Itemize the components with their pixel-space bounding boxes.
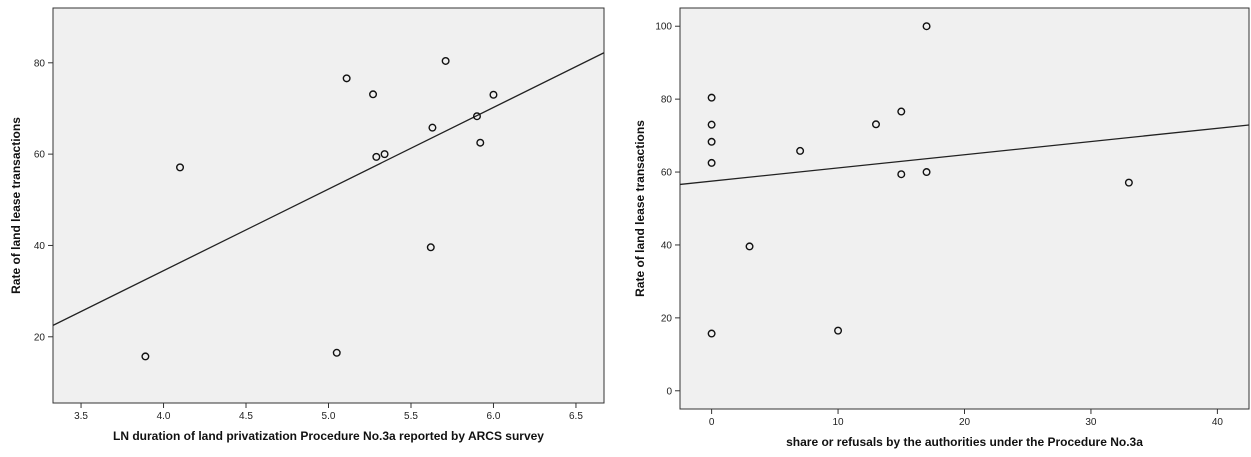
right-scatter-chart: 0 20 40 60 80 100 0 10 20 30 40 share or refusals b… xyxy=(628,0,1251,457)
y-axis-title: Rate of land lease transactions xyxy=(633,120,647,297)
left-chart-svg: 20 40 60 80 3.5 4.0 4.5 5.0 5.5 6.0 6.5 LN duration… xyxy=(9,7,605,443)
y-tick-label: 60 xyxy=(34,150,46,161)
data-point xyxy=(372,152,381,161)
y-tick-label: 60 xyxy=(661,168,673,179)
data-point xyxy=(922,22,931,31)
y-tick-label: 40 xyxy=(661,240,673,251)
data-point xyxy=(369,90,378,99)
plot-area xyxy=(679,7,1250,410)
y-tick-label: 80 xyxy=(34,58,46,69)
data-point xyxy=(707,120,716,129)
x-tick-label: 40 xyxy=(1212,417,1224,428)
data-point xyxy=(489,90,498,99)
x-axis-title: share or refusals by the authorities und… xyxy=(786,435,1143,449)
data-point xyxy=(922,168,931,177)
data-point xyxy=(707,137,716,146)
right-chart-svg: 0 20 40 60 80 100 0 10 20 30 40 share or refusals b… xyxy=(633,7,1250,449)
data-point xyxy=(476,138,485,147)
plot-area xyxy=(52,7,605,404)
x-tick-label: 4.5 xyxy=(239,411,253,422)
data-point xyxy=(141,352,150,361)
x-tick-label: 4.0 xyxy=(157,411,171,422)
x-tick-label: 6.0 xyxy=(487,411,501,422)
data-point xyxy=(441,56,450,65)
x-tick-label: 20 xyxy=(959,417,971,428)
y-tick-label: 100 xyxy=(655,22,672,33)
x-axis-title: LN duration of land privatization Proced… xyxy=(113,429,544,443)
data-point xyxy=(428,123,437,132)
data-point xyxy=(380,150,389,159)
x-tick-label: 3.5 xyxy=(74,411,88,422)
x-tick-label: 5.0 xyxy=(322,411,336,422)
y-tick-label: 80 xyxy=(661,95,673,106)
data-point xyxy=(707,93,716,102)
data-point xyxy=(745,242,754,251)
x-tick-label: 30 xyxy=(1085,417,1097,428)
y-tick-label: 0 xyxy=(666,386,672,397)
fit-line xyxy=(53,52,604,326)
x-tick-label: 10 xyxy=(832,417,844,428)
data-point xyxy=(897,107,906,116)
data-point xyxy=(707,158,716,167)
data-point xyxy=(897,170,906,179)
data-point xyxy=(834,326,843,335)
data-point xyxy=(871,120,880,129)
data-point xyxy=(426,243,435,252)
y-tick-label: 20 xyxy=(34,332,46,343)
x-tick-label: 5.5 xyxy=(404,411,418,422)
x-tick-label: 6.5 xyxy=(569,411,583,422)
data-point xyxy=(342,74,351,83)
data-point xyxy=(707,329,716,338)
y-axis-title: Rate of land lease transactions xyxy=(9,117,23,294)
data-point xyxy=(472,112,481,121)
fit-line xyxy=(680,124,1249,186)
x-tick-label: 0 xyxy=(709,417,715,428)
data-point xyxy=(796,146,805,155)
left-scatter-chart: 20 40 60 80 3.5 4.0 4.5 5.0 5.5 6.0 6.5 LN duration… xyxy=(0,0,610,457)
y-tick-label: 40 xyxy=(34,241,46,252)
data-point xyxy=(1124,178,1133,187)
y-tick-label: 20 xyxy=(661,313,673,324)
data-point xyxy=(176,163,185,172)
data-point xyxy=(332,348,341,357)
